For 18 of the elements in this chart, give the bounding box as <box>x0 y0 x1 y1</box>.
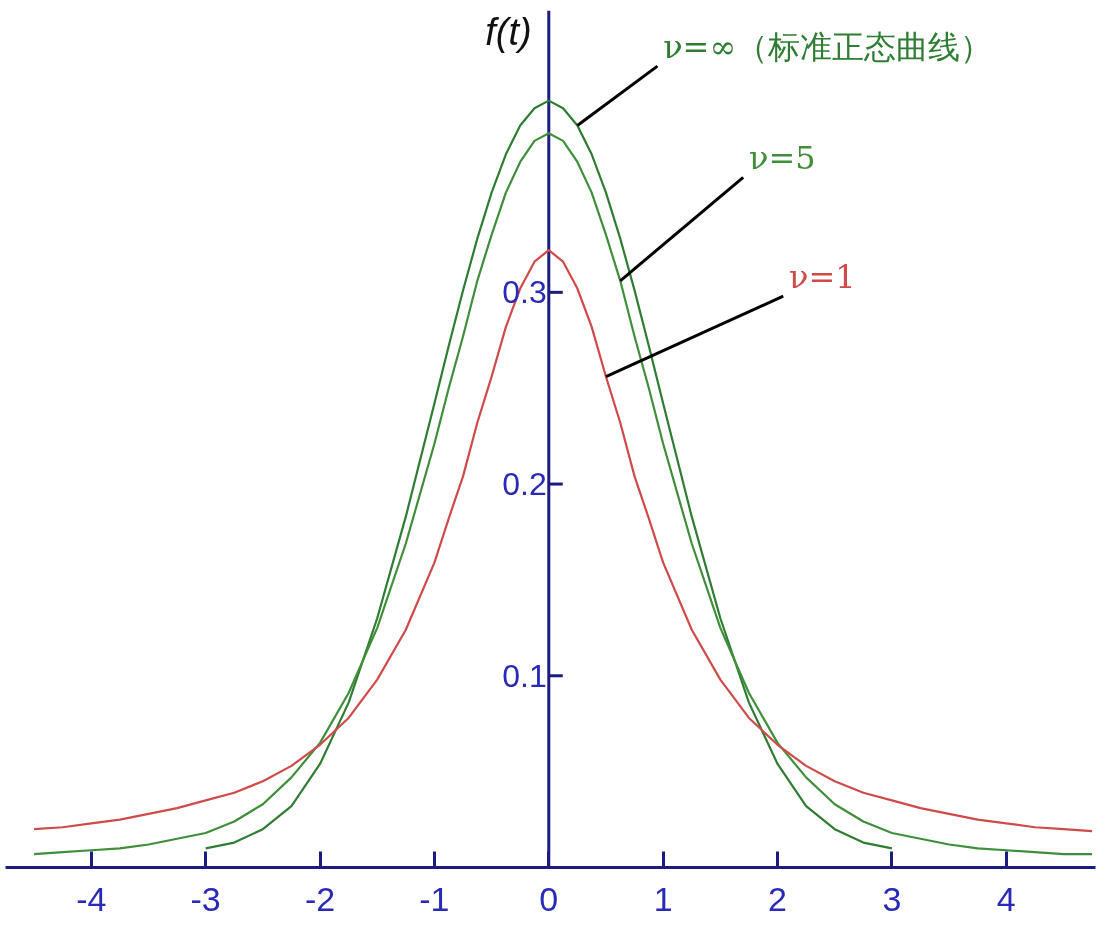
line-series <box>204 99 894 850</box>
x-tick-label: -4 <box>76 879 107 918</box>
x-tick-label: 2 <box>768 879 787 918</box>
text: ν=5 <box>748 139 816 178</box>
text: ν=1 <box>788 258 856 297</box>
y-tick-label: 0.2 <box>502 466 547 503</box>
x-tick-label: -2 <box>304 879 336 918</box>
line-series <box>32 249 1094 833</box>
x-tick-label: -1 <box>419 879 450 918</box>
x-tick-label: 1 <box>653 879 673 918</box>
line-series <box>32 132 1094 856</box>
text: ν=∞（标准正态曲线） <box>663 28 993 67</box>
x-tick-label: 0 <box>539 879 559 918</box>
y-tick-label: 0.1 <box>502 657 547 694</box>
x-tick-label: 4 <box>996 879 1016 918</box>
x-tick-label: -3 <box>190 879 221 918</box>
x-tick-label: 3 <box>882 879 902 918</box>
y-axis-title: f(t) <box>485 10 532 53</box>
